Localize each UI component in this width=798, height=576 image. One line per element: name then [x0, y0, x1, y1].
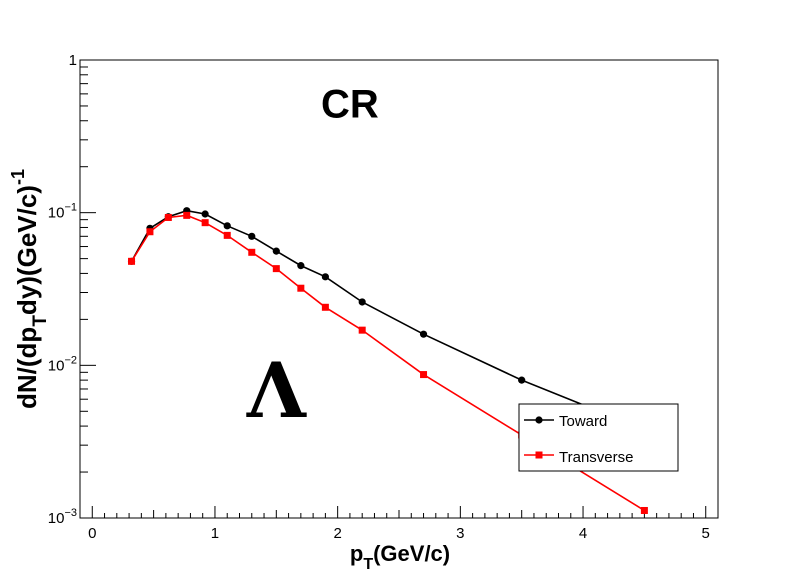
x-tick-label: 4	[579, 525, 587, 542]
data-point-transverse	[201, 219, 209, 227]
x-tick-labels: 0 1 2 3 4 5	[88, 525, 710, 542]
data-point-toward	[248, 232, 256, 240]
model-label: CR	[321, 83, 379, 127]
y-tick-labels: 10−3 10−2 10−1 1	[48, 52, 77, 527]
data-point-toward	[419, 330, 428, 338]
data-point-transverse	[164, 213, 172, 221]
x-tick-label: 0	[88, 525, 96, 542]
data-point-transverse	[640, 506, 648, 514]
x-tick-label: 1	[211, 525, 219, 542]
data-point-toward	[272, 247, 280, 255]
data-point-toward	[223, 222, 231, 230]
y-tick-label: 1	[69, 52, 77, 69]
data-point-toward	[201, 210, 209, 218]
legend-marker-transverse	[535, 451, 543, 459]
data-point-toward	[358, 298, 366, 306]
data-point-transverse	[272, 265, 280, 273]
legend-box	[518, 403, 679, 472]
data-point-toward	[297, 262, 305, 270]
data-point-transverse	[321, 303, 329, 311]
legend-marker-toward	[535, 416, 543, 424]
annotations: CR Λ	[246, 83, 379, 435]
data-point-transverse	[358, 326, 366, 334]
x-tick-label: 2	[333, 525, 341, 542]
series-layer	[127, 207, 648, 514]
y-tick-label: 10−1	[48, 202, 77, 222]
y-tick-label: 10−3	[48, 507, 77, 527]
data-point-transverse	[420, 371, 428, 379]
data-point-transverse	[183, 211, 191, 219]
particle-label: Λ	[246, 346, 307, 435]
data-point-transverse	[146, 228, 154, 236]
y-axis-title: dN/(dpTdy)(GeV/c)-1	[8, 169, 51, 409]
data-point-toward	[518, 376, 526, 384]
data-point-transverse	[128, 257, 136, 265]
legend-label-toward: Toward	[559, 413, 607, 430]
x-tick-label: 5	[702, 525, 710, 542]
legend: Toward Transverse	[518, 403, 679, 472]
data-point-toward	[321, 273, 329, 281]
x-tick-label: 3	[456, 525, 464, 542]
legend-label-transverse: Transverse	[559, 449, 633, 466]
y-tick-label: 10−2	[48, 354, 77, 374]
x-axis-title: pT(GeV/c)	[350, 541, 450, 573]
data-point-transverse	[248, 248, 256, 256]
data-point-transverse	[297, 284, 305, 292]
axis-ticks	[80, 59, 707, 519]
data-point-transverse	[223, 231, 231, 239]
